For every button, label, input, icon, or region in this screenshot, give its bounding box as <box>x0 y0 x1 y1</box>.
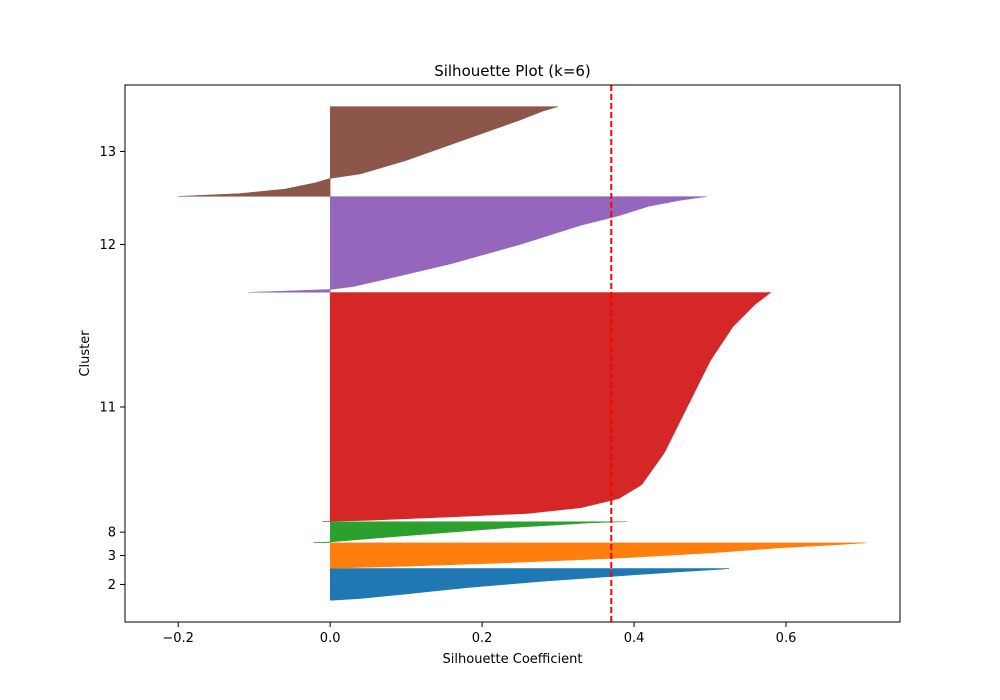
y-tick-label: 3 <box>108 549 116 564</box>
y-tick-label: 8 <box>108 526 116 541</box>
cluster-bars <box>178 106 866 601</box>
y-tick-label: 12 <box>99 238 116 253</box>
x-tick-label: 0.4 <box>624 631 645 646</box>
x-axis-title: Silhouette Coefficient <box>443 652 583 667</box>
cluster-11-silhouette <box>322 292 772 522</box>
cluster-3-silhouette <box>329 542 866 569</box>
cluster-12-silhouette <box>248 196 707 293</box>
x-tick-label: 0.0 <box>320 631 341 646</box>
cluster-8-silhouette <box>313 521 627 543</box>
x-tick-label: 0.6 <box>776 631 797 646</box>
y-axis-ticks: 2 3 8 11 12 13 <box>99 145 125 593</box>
chart-title: Silhouette Plot (k=6) <box>434 62 591 80</box>
x-tick-label: −0.2 <box>162 631 194 646</box>
cluster-2-silhouette <box>329 568 730 601</box>
y-axis-title: Cluster <box>78 330 93 377</box>
x-axis-ticks: −0.2 0.0 0.2 0.4 0.6 <box>162 622 796 646</box>
y-tick-label: 11 <box>99 401 116 416</box>
x-tick-label: 0.2 <box>472 631 493 646</box>
cluster-13-silhouette <box>178 106 559 197</box>
y-tick-label: 2 <box>108 578 116 593</box>
plot-frame <box>124 84 901 623</box>
y-tick-label: 13 <box>99 145 116 160</box>
